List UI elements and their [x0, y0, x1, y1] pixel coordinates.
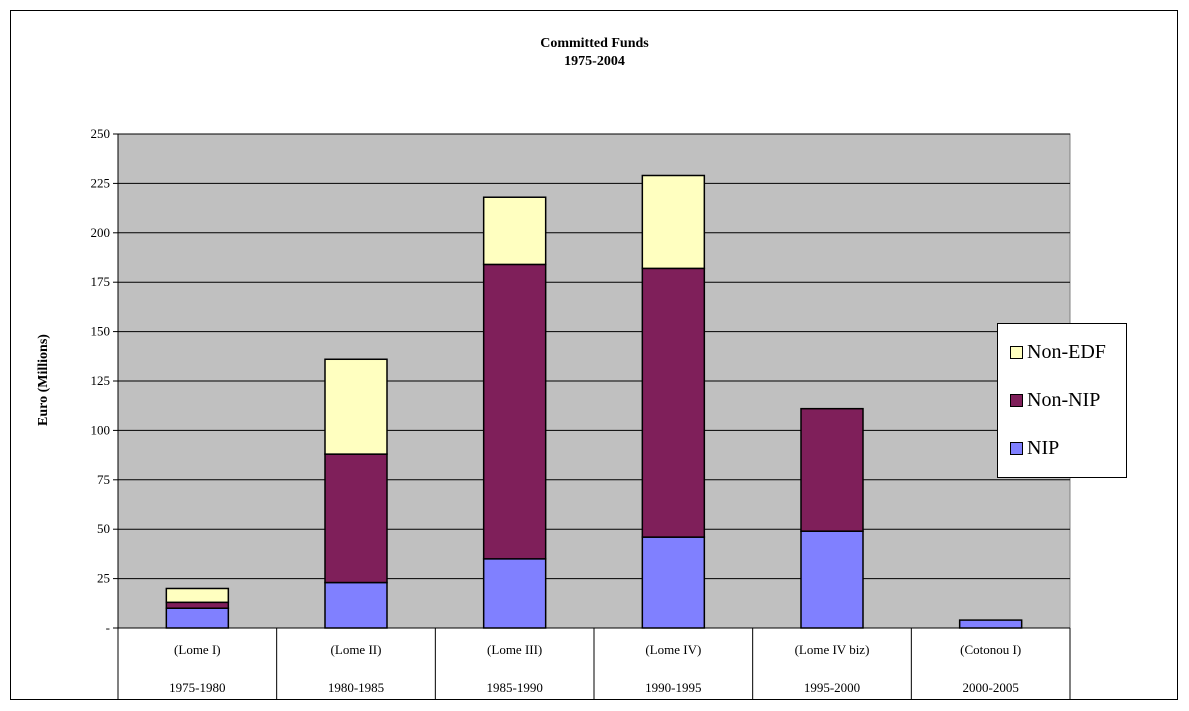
bar-non-edf-3	[641, 174, 706, 270]
y-tick-label: 125	[91, 373, 111, 388]
category-label: (Cotonou I)	[960, 642, 1021, 657]
grid-lines	[118, 133, 1070, 580]
bar-nip-1	[324, 581, 388, 629]
category-period-label: 1995-2000	[804, 680, 860, 695]
category-label: (Lome IV)	[645, 642, 701, 657]
bars	[165, 174, 1023, 629]
bar-non-edf-2	[482, 196, 547, 266]
y-tick-label: 200	[91, 225, 111, 240]
bar-nip-5	[958, 619, 1023, 629]
chart-title: Committed Funds	[540, 36, 649, 51]
y-axis-label: Euro (Millions)	[36, 334, 51, 426]
bar-non-nip-2	[482, 263, 547, 560]
legend-swatch-nip	[1010, 441, 1023, 455]
bar-nip-3	[641, 536, 706, 629]
bar-non-nip-0	[165, 601, 230, 609]
y-tick-label: 50	[97, 521, 110, 536]
category-label: (Lome III)	[487, 642, 542, 657]
y-tick-label: 175	[91, 274, 111, 289]
legend: Non-EDF Non-NIP NIP	[997, 323, 1127, 478]
y-tick-label: 150	[91, 324, 111, 339]
legend-item-non-nip: Non-NIP	[1010, 389, 1100, 411]
category-label: (Lome IV biz)	[795, 642, 870, 657]
category-period-label: 2000-2005	[962, 680, 1018, 695]
legend-label-nip: NIP	[1027, 436, 1060, 459]
bar-non-edf-1	[324, 358, 388, 455]
bar-non-nip-3	[641, 267, 706, 538]
bar-non-nip-1	[324, 453, 388, 584]
bar-non-nip-4	[800, 407, 864, 532]
legend-swatch-non-edf	[1010, 345, 1023, 359]
y-tick-label: 75	[97, 472, 110, 487]
bar-nip-0	[165, 607, 230, 629]
category-period-label: 1980-1985	[328, 680, 384, 695]
axes: - 25 50 75 100 125 150 175 200 225 250	[91, 126, 1070, 635]
y-tick-label: 25	[97, 571, 110, 586]
legend-item-non-edf: Non-EDF	[1010, 341, 1106, 363]
legend-label-non-edf: Non-EDF	[1027, 340, 1106, 363]
bar-nip-2	[482, 558, 547, 629]
category-period-label: 1990-1995	[645, 680, 701, 695]
legend-item-nip: NIP	[1010, 437, 1059, 459]
y-tick-label: 100	[91, 422, 111, 437]
bar-non-edf-0	[165, 587, 230, 604]
category-label: (Lome I)	[174, 642, 221, 657]
y-tick-label: 250	[91, 126, 111, 141]
y-tick-label: 225	[91, 175, 111, 190]
category-label: (Lome II)	[331, 642, 382, 657]
y-tick-label: -	[106, 620, 110, 635]
category-table: (Lome I) 1975-1980 (Lome II) 1980-1985 (Lome…	[117, 628, 1071, 700]
category-period-label: 1985-1990	[486, 680, 542, 695]
legend-label-non-nip: Non-NIP	[1027, 388, 1101, 411]
category-period-label: 1975-1980	[169, 680, 225, 695]
bar-nip-4	[800, 530, 864, 629]
chart-subtitle: 1975-2004	[564, 54, 625, 69]
legend-swatch-non-nip	[1010, 393, 1023, 407]
